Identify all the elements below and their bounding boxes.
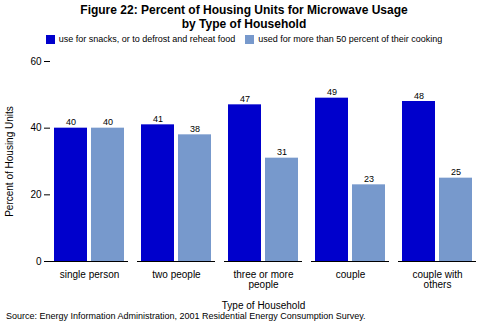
svg-text:couple withothers: couple withothers bbox=[412, 269, 462, 290]
svg-text:couple: couple bbox=[336, 269, 366, 280]
svg-text:40: 40 bbox=[66, 117, 76, 127]
svg-text:41: 41 bbox=[153, 114, 163, 124]
svg-text:25: 25 bbox=[451, 167, 461, 177]
svg-text:48: 48 bbox=[414, 91, 424, 101]
svg-text:Percent of Housing Units: Percent of Housing Units bbox=[4, 106, 15, 217]
svg-text:two people: two people bbox=[152, 269, 201, 280]
svg-text:Type of Household: Type of Household bbox=[222, 300, 305, 311]
svg-text:60: 60 bbox=[30, 56, 42, 67]
html-text:use for snacks, or to defrost: use for snacks, or to defrost and reheat… bbox=[58, 34, 236, 44]
svg-text:49: 49 bbox=[327, 87, 337, 97]
svg-text:single person: single person bbox=[60, 269, 119, 280]
svg-text:47: 47 bbox=[240, 94, 250, 104]
svg-text:31: 31 bbox=[277, 147, 287, 157]
svg-text:23: 23 bbox=[364, 174, 374, 184]
svg-text:0: 0 bbox=[36, 256, 42, 267]
html-text:Source: Energy Information Adm: Source: Energy Information Administratio… bbox=[6, 311, 366, 321]
html-text:used for more than 50 percent: used for more than 50 percent of their c… bbox=[258, 34, 443, 44]
svg-text:20: 20 bbox=[30, 189, 42, 200]
svg-text:40: 40 bbox=[30, 122, 42, 133]
svg-text:three or morepeople: three or morepeople bbox=[233, 269, 293, 290]
svg-text:40: 40 bbox=[103, 117, 113, 127]
svg-text:38: 38 bbox=[190, 124, 200, 134]
html-text:Figure 22: Percent of Housing: Figure 22: Percent of Housing Units for … bbox=[80, 3, 408, 31]
